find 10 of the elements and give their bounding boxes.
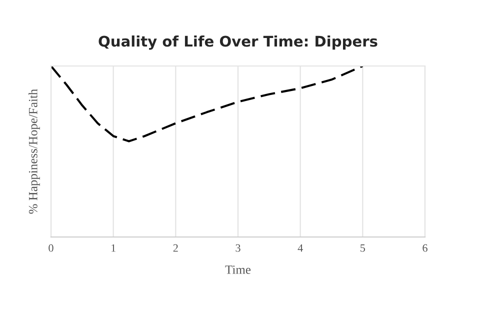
x-tick-label: 1 — [112, 244, 116, 252]
x-axis-title: Time — [225, 266, 251, 274]
x-tick-label: 3 — [236, 244, 240, 252]
x-tick-label: 6 — [422, 244, 428, 252]
x-tick-label: 0 — [48, 244, 54, 252]
chart-title: Quality of Life Over Time: Dippers — [98, 35, 378, 50]
y-axis-title: % Happiness/Hope/Faith — [28, 89, 40, 214]
x-tick-label: 2 — [173, 244, 178, 252]
x-tick-label: 5 — [360, 244, 366, 252]
x-tick-label: 4 — [298, 244, 303, 252]
